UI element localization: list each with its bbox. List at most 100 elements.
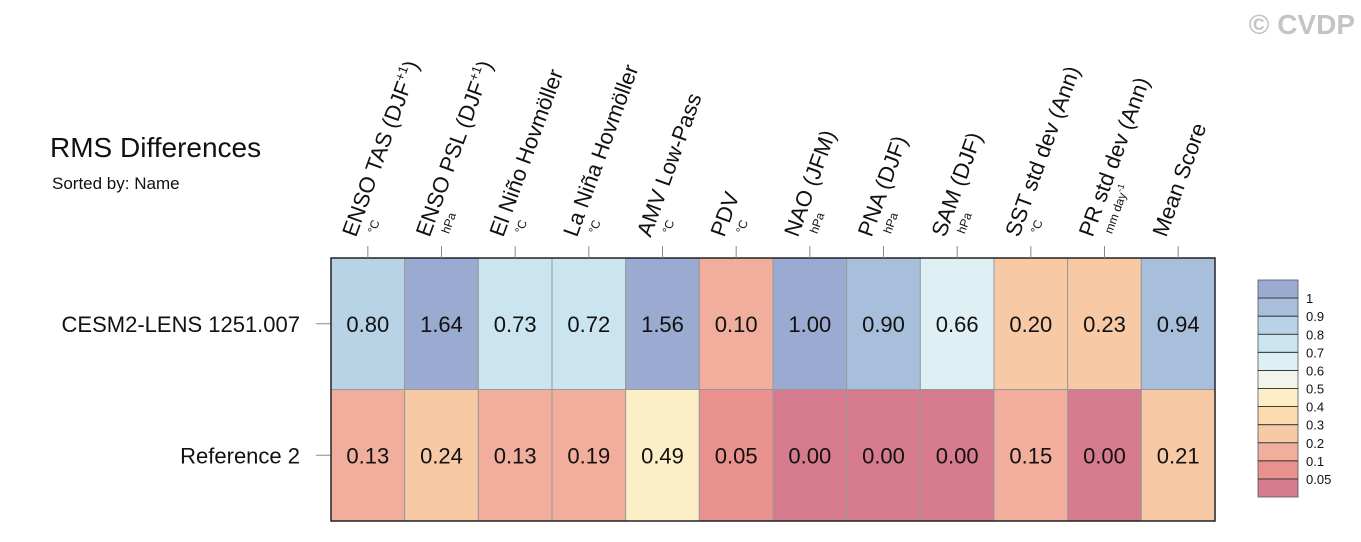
cell-label: 1.00 <box>788 312 831 337</box>
colorbar-label: 0.5 <box>1306 382 1324 397</box>
row-label: Reference 2 <box>180 443 300 468</box>
colorbar-box <box>1257 351 1299 371</box>
colorbar-label: 0.3 <box>1306 418 1324 433</box>
row-label: CESM2-LENS 1251.007 <box>62 312 300 337</box>
cell-label: 0.23 <box>1083 312 1126 337</box>
column-header: PDV°C <box>705 188 751 239</box>
heat-cell <box>846 257 921 390</box>
colorbar-box <box>1257 406 1299 426</box>
cell-label: 0.10 <box>715 312 758 337</box>
cell-label: 0.00 <box>936 443 979 468</box>
cell-label: 0.66 <box>936 312 979 337</box>
heat-cell <box>1140 389 1216 522</box>
heat-cell <box>846 389 921 522</box>
cell-label: 0.13 <box>494 443 537 468</box>
colorbar-box <box>1257 370 1299 389</box>
column-label-text: La Niña Hovmöller <box>558 61 643 240</box>
column-label-sup: +1 <box>466 64 485 83</box>
column-label-text: Mean Score <box>1147 120 1211 240</box>
column-label-sup: +1 <box>392 64 411 83</box>
column-header: SAM (DJF)hPa <box>926 129 987 240</box>
heat-cell <box>919 257 995 390</box>
column-unit-text: hPa <box>439 210 460 235</box>
cell-label: 0.72 <box>567 312 610 337</box>
colorbar-label: 1 <box>1306 291 1313 306</box>
column-unit: °C <box>586 218 604 236</box>
column-label: El Niño Hovmöller <box>484 66 568 240</box>
colorbar-box <box>1257 315 1299 335</box>
column-unit-text: °C <box>733 218 751 236</box>
heat-cell <box>330 389 406 522</box>
heat-cell <box>993 257 1069 390</box>
heat-cell <box>1067 257 1142 390</box>
cell-label: 0.80 <box>346 312 389 337</box>
column-label-text: SST std dev (Ann) <box>1000 63 1085 240</box>
column-unit: °C <box>365 218 383 236</box>
colorbar-label: 0.8 <box>1306 327 1324 342</box>
column-unit: °C <box>1028 218 1046 236</box>
column-header: AMV Low-Pass°C <box>632 90 707 240</box>
column-unit-text: °C <box>1028 218 1046 236</box>
cell-label: 0.94 <box>1157 312 1200 337</box>
cell-label: 0.73 <box>494 312 537 337</box>
colorbar-box <box>1257 333 1299 353</box>
watermark: © CVDP <box>1249 9 1355 40</box>
column-header: NAO (JFM)hPa <box>779 127 841 240</box>
heat-cell <box>404 389 479 522</box>
column-unit: hPa <box>881 210 902 235</box>
colorbar-label: 0.7 <box>1306 345 1324 360</box>
colorbar-label: 0.2 <box>1306 436 1324 451</box>
column-label-text: AMV Low-Pass <box>632 90 707 240</box>
column-header: Mean Score <box>1147 120 1211 240</box>
cell-label: 0.15 <box>1009 443 1052 468</box>
colorbar-label: 0.6 <box>1306 363 1324 378</box>
table-border <box>330 257 1216 522</box>
chart-title: RMS Differences <box>50 132 261 163</box>
heat-cell <box>1140 257 1216 390</box>
heat-cell <box>551 389 627 522</box>
cell-label: 0.20 <box>1009 312 1052 337</box>
column-label: ENSO TAS (DJF+1) <box>336 57 424 240</box>
column-unit-text: hPa <box>954 210 975 235</box>
heat-cell <box>993 389 1069 522</box>
column-unit-text: hPa <box>881 210 902 235</box>
cell-label: 0.49 <box>641 443 684 468</box>
colorbar-box <box>1257 297 1299 317</box>
cell-label: 1.64 <box>420 312 463 337</box>
column-label: Mean Score <box>1147 120 1211 240</box>
cell-label: 0.00 <box>1083 443 1126 468</box>
cell-label: 0.13 <box>346 443 389 468</box>
column-unit-text: hPa <box>807 210 828 235</box>
column-label: AMV Low-Pass <box>632 90 707 240</box>
column-label-text: ENSO TAS (DJF <box>337 78 416 240</box>
column-unit: hPa <box>439 210 460 235</box>
cell-label: 0.24 <box>420 443 463 468</box>
column-unit: °C <box>733 218 751 236</box>
column-unit-text: °C <box>586 218 604 236</box>
colorbar-box <box>1257 424 1299 444</box>
column-label: La Niña Hovmöller <box>558 61 643 240</box>
heat-cell <box>698 389 774 522</box>
heat-cell <box>1067 389 1142 522</box>
heat-cell <box>404 257 479 390</box>
colorbar-label: 0.9 <box>1306 309 1324 324</box>
cell-label: 0.21 <box>1157 443 1200 468</box>
cell-label: 0.90 <box>862 312 905 337</box>
heat-cell <box>698 257 774 390</box>
column-unit: °C <box>512 218 530 236</box>
colorbar-box <box>1257 478 1299 498</box>
cell-label: 0.00 <box>788 443 831 468</box>
column-unit: °C <box>660 218 678 236</box>
heat-cell <box>919 389 995 522</box>
colorbar-label: 0.1 <box>1306 454 1324 469</box>
heat-cell <box>625 389 700 522</box>
column-header: PNA (DJF)hPa <box>853 132 912 239</box>
column-unit-sup: -1 <box>1114 182 1126 193</box>
column-label: SST std dev (Ann) <box>1000 63 1085 240</box>
column-unit: hPa <box>954 210 975 235</box>
cell-label: 0.05 <box>715 443 758 468</box>
colorbar-box <box>1257 388 1299 407</box>
colorbar-box <box>1257 279 1299 299</box>
cell-label: 0.00 <box>862 443 905 468</box>
